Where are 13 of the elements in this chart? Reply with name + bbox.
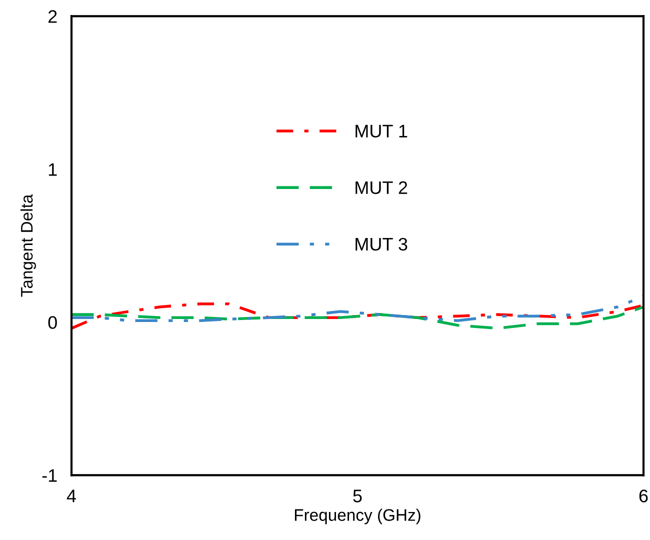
x-tick-label: 6	[639, 490, 648, 502]
y-axis-title: Tangent Delta	[20, 194, 36, 297]
legend-label: MUT 3	[356, 238, 408, 251]
legend-label: MUT 2	[356, 181, 408, 194]
y-tick-label: 0	[48, 316, 57, 329]
line-series	[72, 294, 644, 322]
x-axis-title: Frequency (GHz)	[294, 508, 420, 524]
y-tick-label: 1	[48, 163, 57, 176]
y-tick-label: 2	[48, 10, 57, 23]
x-tick-label: 5	[353, 490, 362, 502]
legend-label: MUT 1	[356, 124, 408, 138]
x-tick-label: 4	[66, 490, 76, 502]
y-tick-label: -1	[42, 469, 57, 482]
